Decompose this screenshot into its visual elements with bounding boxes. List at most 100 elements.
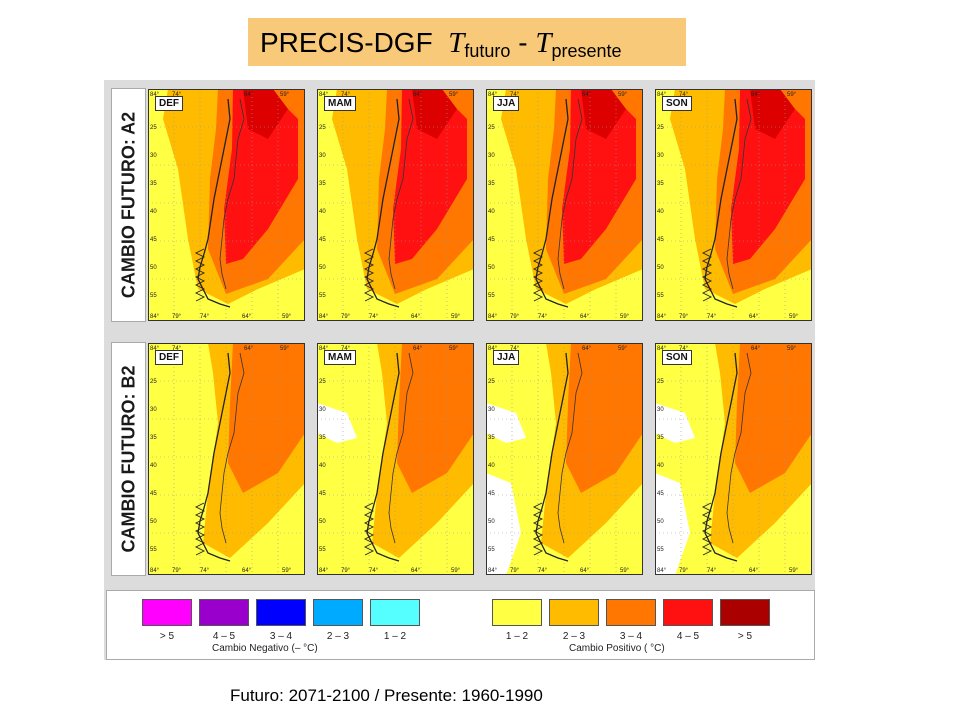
- lon-tick-bottom: 74°: [369, 314, 379, 320]
- lon-tick-bottom: 59°: [451, 314, 461, 320]
- lat-tick: 25: [319, 125, 326, 131]
- legend-swatch-positive: [720, 599, 770, 626]
- lon-tick-bottom: 74°: [538, 568, 548, 574]
- legend-swatch-label: 1 – 2: [505, 631, 529, 642]
- lat-tick: 45: [657, 237, 664, 243]
- lat-tick: 55: [488, 547, 495, 553]
- color-legend: > 5 4 – 5 3 – 4 2 – 3 1 – 2 1 – 2 2 – 3 3 – 4 4 …: [106, 590, 815, 660]
- lat-tick: 35: [319, 181, 326, 187]
- temperature-change-map: 84° 74° 64° 59° 84° 79° 74° 64° 59° 25 30 35 40 45 50 5…: [317, 89, 474, 321]
- lon-tick-bottom: 84°: [488, 568, 498, 574]
- row-label-b2: CAMBIO FUTURO: B2: [111, 342, 146, 576]
- lon-tick-bottom: 59°: [620, 314, 630, 320]
- lon-tick-bottom: 64°: [411, 314, 421, 320]
- lon-tick-top: 84°: [657, 346, 667, 352]
- map-panel-a2-jja: 84° 74° 64° 59° 84° 79° 74° 64° 59° 25 30 35 40 45 50 5…: [486, 89, 643, 321]
- title-t-futuro: T: [448, 27, 465, 59]
- lon-tick-bottom: 79°: [510, 568, 520, 574]
- lon-tick-top: 74°: [341, 92, 351, 98]
- lon-tick-top: 64°: [244, 92, 254, 98]
- lon-tick-top: 84°: [488, 92, 498, 98]
- lat-tick: 50: [319, 265, 326, 271]
- lon-tick-top: 59°: [280, 92, 290, 98]
- lon-tick-bottom: 79°: [172, 568, 182, 574]
- lon-tick-bottom: 74°: [707, 314, 717, 320]
- legend-swatch-negative: [370, 599, 420, 626]
- lon-tick-top: 64°: [244, 346, 254, 352]
- lat-tick: 35: [657, 435, 664, 441]
- lon-tick-bottom: 64°: [411, 568, 421, 574]
- lon-tick-top: 64°: [582, 92, 592, 98]
- lat-tick: 30: [488, 407, 495, 413]
- lon-tick-bottom: 59°: [789, 314, 799, 320]
- season-label: JJA: [493, 350, 520, 365]
- legend-swatch-label: 3 – 4: [619, 631, 643, 642]
- temperature-change-map: 84° 74° 64° 59° 84° 79° 74° 64° 59° 25 30 35 40 45 50 5…: [655, 343, 812, 575]
- lat-tick: 35: [488, 181, 495, 187]
- lon-tick-top: 74°: [679, 346, 689, 352]
- lon-tick-top: 74°: [510, 92, 520, 98]
- lat-tick: 45: [488, 491, 495, 497]
- lat-tick: 30: [150, 407, 157, 413]
- lon-tick-bottom: 84°: [657, 568, 667, 574]
- lat-tick: 30: [150, 153, 157, 159]
- lat-tick: 50: [150, 265, 157, 271]
- lon-tick-bottom: 64°: [580, 314, 590, 320]
- lat-tick: 30: [657, 153, 664, 159]
- legend-swatch-negative: [313, 599, 363, 626]
- lat-tick: 35: [150, 435, 157, 441]
- title-sub-futuro: futuro: [464, 41, 511, 61]
- lon-tick-bottom: 79°: [679, 568, 689, 574]
- lon-tick-bottom: 84°: [150, 568, 160, 574]
- lon-tick-top: 84°: [150, 92, 160, 98]
- lat-tick: 30: [319, 407, 326, 413]
- lat-tick: 55: [319, 547, 326, 553]
- lat-tick: 35: [657, 181, 664, 187]
- lon-tick-top: 84°: [488, 346, 498, 352]
- map-panel-b2-def: 84° 74° 64° 59° 84° 79° 74° 64° 59° 25 30 35 40 45 50 5…: [148, 343, 305, 575]
- period-caption: Futuro: 2071-2100 / Presente: 1960-1990: [230, 686, 543, 705]
- lon-tick-bottom: 74°: [200, 314, 210, 320]
- temperature-change-map: 84° 74° 64° 59° 84° 79° 74° 64° 59° 25 30 35 40 45 50 5…: [148, 343, 305, 575]
- temperature-change-map: 84° 74° 64° 59° 84° 79° 74° 64° 59° 25 30 35 40 45 50 5…: [655, 89, 812, 321]
- lon-tick-bottom: 59°: [451, 568, 461, 574]
- lon-tick-top: 59°: [449, 346, 459, 352]
- season-label: MAM: [324, 96, 356, 111]
- lon-tick-bottom: 84°: [319, 568, 329, 574]
- temperature-change-map: 84° 74° 64° 59° 84° 79° 74° 64° 59° 25 30 35 40 45 50 5…: [148, 89, 305, 321]
- lat-tick: 25: [657, 379, 664, 385]
- lat-tick: 45: [150, 237, 157, 243]
- lon-tick-top: 59°: [618, 92, 628, 98]
- legend-swatch-label: 4 – 5: [676, 631, 700, 642]
- lon-tick-top: 84°: [319, 346, 329, 352]
- legend-swatch-positive: [606, 599, 656, 626]
- legend-swatch-label: 2 – 3: [326, 631, 350, 642]
- lon-tick-bottom: 74°: [538, 314, 548, 320]
- lon-tick-bottom: 59°: [789, 568, 799, 574]
- lon-tick-bottom: 64°: [580, 568, 590, 574]
- lon-tick-bottom: 79°: [172, 314, 182, 320]
- map-panel-a2-mam: 84° 74° 64° 59° 84° 79° 74° 64° 59° 25 30 35 40 45 50 5…: [317, 89, 474, 321]
- title-t-presente: T: [535, 27, 552, 59]
- lon-tick-top: 59°: [449, 92, 459, 98]
- lat-tick: 45: [657, 491, 664, 497]
- lat-tick: 40: [657, 463, 664, 469]
- figure-title: PRECIS-DGF Tfuturo - Tpresente: [248, 18, 686, 66]
- lat-tick: 40: [488, 209, 495, 215]
- lat-tick: 50: [319, 519, 326, 525]
- season-label: SON: [662, 350, 692, 365]
- legend-negative-title: Cambio Negativo (– °C): [212, 643, 318, 654]
- lat-tick: 45: [488, 237, 495, 243]
- title-sub-presente: presente: [551, 41, 622, 61]
- lon-tick-top: 74°: [172, 346, 182, 352]
- lat-tick: 55: [319, 293, 326, 299]
- lat-tick: 45: [319, 491, 326, 497]
- lat-tick: 35: [150, 181, 157, 187]
- temperature-change-map: 84° 74° 64° 59° 84° 79° 74° 64° 59° 25 30 35 40 45 50 5…: [317, 343, 474, 575]
- lat-tick: 25: [488, 125, 495, 131]
- lat-tick: 50: [488, 265, 495, 271]
- row-label-a2-text: CAMBIO FUTURO: A2: [118, 111, 138, 299]
- lon-tick-bottom: 59°: [282, 314, 292, 320]
- lat-tick: 30: [657, 407, 664, 413]
- season-label: SON: [662, 96, 692, 111]
